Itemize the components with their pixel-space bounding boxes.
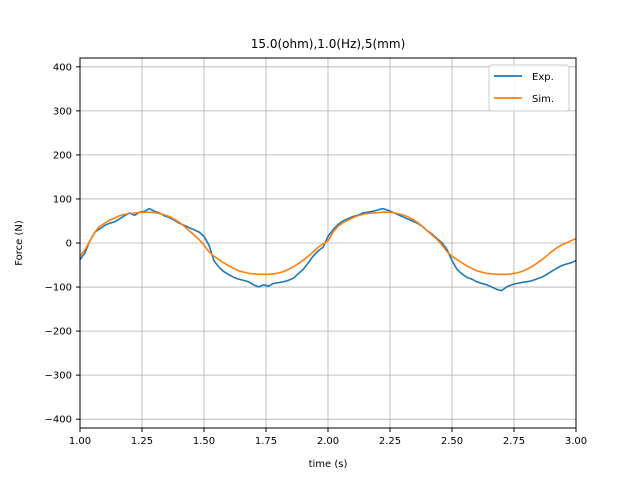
y-tick-label: 400 xyxy=(53,62,72,73)
y-tick-label: −300 xyxy=(45,371,72,382)
x-tick-label: 2.75 xyxy=(503,436,525,447)
x-tick-label: 2.25 xyxy=(379,436,401,447)
y-tick-label: −200 xyxy=(45,327,72,338)
y-tick-label: −400 xyxy=(45,415,72,426)
legend: Exp. Sim. xyxy=(488,64,570,112)
x-tick-label: 1.50 xyxy=(193,436,215,447)
series-line-sim xyxy=(79,211,577,276)
legend-box xyxy=(488,64,570,112)
x-tick-label: 1.75 xyxy=(255,436,277,447)
x-tick-label: 1.25 xyxy=(131,436,153,447)
y-tick-label: 0 xyxy=(66,239,72,250)
x-tick-label: 2.50 xyxy=(441,436,463,447)
legend-label-exp: Exp. xyxy=(532,72,554,83)
plot-frame xyxy=(79,57,577,429)
y-tick-label: −100 xyxy=(45,283,72,294)
series-lines xyxy=(79,207,577,292)
y-tick-label: 100 xyxy=(53,194,72,205)
y-tick-label: 300 xyxy=(53,106,72,117)
y-tick-label: 200 xyxy=(53,150,72,161)
x-axis-label: time (s) xyxy=(309,459,348,470)
x-tick-label: 1.00 xyxy=(69,436,91,447)
legend-label-sim: Sim. xyxy=(532,94,554,105)
x-tick-label: 3.00 xyxy=(565,436,587,447)
axis-ticks: 1.00 1.25 1.50 1.75 2.00 2.25 2.50 2.75 3.00 400 3… xyxy=(45,62,588,447)
x-tick-label: 2.00 xyxy=(317,436,339,447)
chart-title: 15.0(ohm),1.0(Hz),5(mm) xyxy=(251,37,406,51)
y-axis-label: Force (N) xyxy=(14,220,25,266)
